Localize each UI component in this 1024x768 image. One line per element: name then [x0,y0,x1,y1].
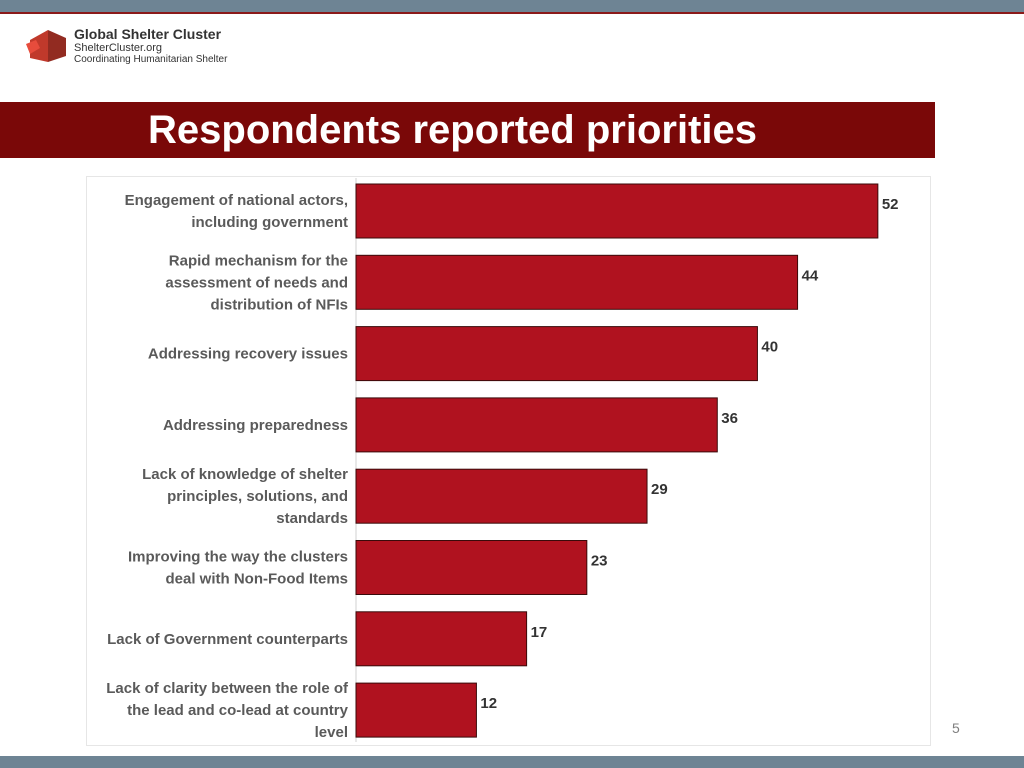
category-label-line: Lack of Government counterparts [107,631,348,648]
bar-4 [355,468,648,524]
category-label-line: Addressing preparedness [163,417,348,434]
category-label-line: level [315,724,348,741]
category-label-4: Lack of knowledge of shelter principles, … [142,466,348,527]
category-label-0: Engagement of national actors, including … [125,192,348,231]
value-label-6: 17 [531,624,548,641]
category-label-line: the lead and co-lead at country [127,702,349,719]
category-label-line: distribution of NFIs [211,296,348,313]
category-label-7: Lack of clarity between the role of the l… [106,680,349,741]
bar-2 [355,326,758,382]
bar-7 [355,682,477,738]
value-label-1: 44 [802,267,819,284]
category-label-line: Addressing recovery issues [148,346,348,363]
bottom-frame-bar [0,756,1024,768]
logo-url: ShelterCluster.org [74,42,163,54]
category-label-line: Engagement of national actors, [125,192,348,209]
value-label-0: 52 [882,196,899,213]
bar-0 [355,183,879,239]
page-number: 5 [952,720,960,736]
bar-3 [355,397,718,453]
category-label-1: Rapid mechanism for the assessment of nee… [165,252,348,313]
hands-house-icon [26,30,66,62]
category-label-line: principles, solutions, and [167,488,348,505]
category-label-line: assessment of needs and [165,274,348,291]
title-banner: Respondents reported priorities [0,102,935,158]
category-label-2: Addressing recovery issues [148,346,348,363]
category-label-3: Addressing preparedness [163,417,348,434]
value-label-3: 36 [721,410,738,427]
category-label-line: deal with Non-Food Items [166,571,349,588]
bar-chart: 52 Engagement of national actors, includin… [106,178,899,742]
bar-6 [355,611,528,667]
category-label-line: Improving the way the clusters [128,549,348,566]
logo: Global Shelter Cluster ShelterCluster.or… [26,24,266,68]
logo-title: Global Shelter Cluster [74,26,222,42]
slide-title: Respondents reported priorities [148,108,757,152]
category-label-line: including government [191,214,348,231]
category-label-line: Rapid mechanism for the [169,252,348,269]
category-label-line: standards [276,510,348,527]
top-frame-bar [0,0,1024,12]
value-label-4: 29 [651,481,668,498]
category-label-line: Lack of clarity between the role of [106,680,349,697]
top-accent-rule [0,12,1024,14]
value-label-2: 40 [761,339,778,356]
logo-tagline: Coordinating Humanitarian Shelter [74,54,228,65]
value-label-5: 23 [591,553,608,570]
category-label-5: Improving the way the clusters deal with … [128,549,348,588]
value-label-7: 12 [480,695,497,712]
bar-5 [355,540,588,595]
category-label-line: Lack of knowledge of shelter [142,466,348,483]
category-label-6: Lack of Government counterparts [107,631,348,648]
bar-1 [355,254,799,310]
